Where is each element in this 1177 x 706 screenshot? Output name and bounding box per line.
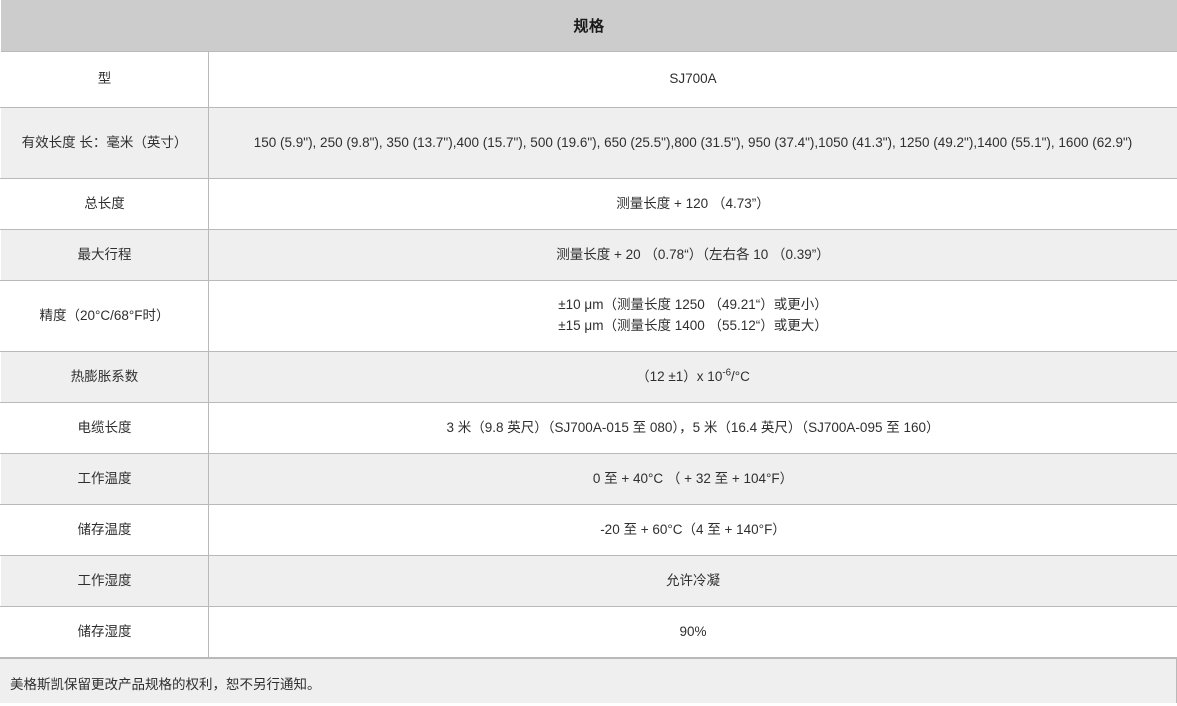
- spec-value: SJ700A: [208, 51, 1177, 108]
- spec-value: 90%: [208, 606, 1177, 658]
- spec-label: 储存湿度: [0, 606, 209, 658]
- table-header-row: 规格: [0, 0, 1177, 52]
- footer-disclaimer: 美格斯凯保留更改产品规格的权利，恕不另行通知。: [0, 658, 1177, 703]
- spec-label: 热膨胀系数: [0, 351, 209, 403]
- table-row: 精度（20°C/68°F时） ±10 μm（测量长度 1250 （49.21“）或…: [0, 280, 1177, 352]
- table-row: 热膨胀系数 （12 ±1）x 10-6/°C: [0, 351, 1177, 403]
- spec-value: 0 至 + 40°C （ + 32 至 + 104°F）: [208, 453, 1177, 505]
- table-head: 规格: [0, 0, 1177, 52]
- table-row: 工作湿度 允许冷凝: [0, 555, 1177, 607]
- table-row: 总长度 测量长度 + 120 （4.73”）: [0, 178, 1177, 230]
- spec-label: 有效长度 长：毫米（英寸）: [0, 107, 209, 179]
- spec-label: 工作温度: [0, 453, 209, 505]
- spec-value: 3 米（9.8 英尺）（SJ700A-015 至 080），5 米（16.4 英…: [208, 402, 1177, 454]
- spec-value: 测量长度 + 20 （0.78“）（左右各 10 （0.39”）: [208, 229, 1177, 281]
- spec-value: 测量长度 + 120 （4.73”）: [208, 178, 1177, 230]
- spec-value-prefix: （12 ±1）x 10: [636, 368, 723, 384]
- table-row: 电缆长度 3 米（9.8 英尺）（SJ700A-015 至 080），5 米（16…: [0, 402, 1177, 454]
- spec-value: 150 (5.9"), 250 (9.8"), 350 (13.7"),400 …: [208, 107, 1177, 179]
- table-row: 有效长度 长：毫米（英寸） 150 (5.9"), 250 (9.8"), 350…: [0, 107, 1177, 179]
- spec-label: 最大行程: [0, 229, 209, 281]
- table-row: 储存湿度 90%: [0, 606, 1177, 658]
- spec-value: ±10 μm（测量长度 1250 （49.21“）或更小） ±15 μm（测量长…: [208, 280, 1177, 352]
- table-row: 工作温度 0 至 + 40°C （ + 32 至 + 104°F）: [0, 453, 1177, 505]
- table-row: 储存温度 -20 至 + 60°C（4 至 + 140°F）: [0, 504, 1177, 556]
- spec-label: 型: [0, 51, 209, 108]
- table-title: 规格: [0, 0, 1177, 52]
- spec-value-exponent: -6: [722, 367, 731, 379]
- table-row: 最大行程 测量长度 + 20 （0.78“）（左右各 10 （0.39”）: [0, 229, 1177, 281]
- spec-value: （12 ±1）x 10-6/°C: [208, 351, 1177, 403]
- spec-value-suffix: /°C: [730, 368, 750, 384]
- spec-label: 工作湿度: [0, 555, 209, 607]
- spec-label: 精度（20°C/68°F时）: [0, 280, 209, 352]
- specifications-table: 规格 型 SJ700A 有效长度 长：毫米（英寸） 150 (5.9"), 250 (…: [0, 0, 1177, 658]
- spec-label: 储存温度: [0, 504, 209, 556]
- spec-label: 总长度: [0, 178, 209, 230]
- spec-label: 电缆长度: [0, 402, 209, 454]
- spec-value: 允许冷凝: [208, 555, 1177, 607]
- spec-value: -20 至 + 60°C（4 至 + 140°F）: [208, 504, 1177, 556]
- table-body: 型 SJ700A 有效长度 长：毫米（英寸） 150 (5.9"), 250 (9.8…: [0, 51, 1177, 658]
- table-row: 型 SJ700A: [0, 51, 1177, 108]
